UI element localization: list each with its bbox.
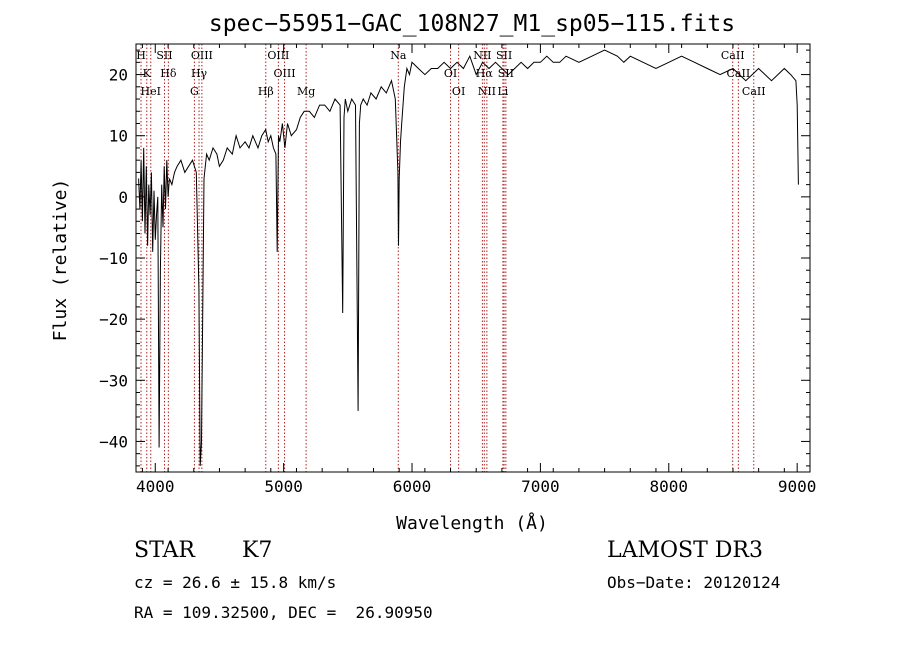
line-marker-label: Hα xyxy=(476,67,494,80)
class-label: STAR xyxy=(134,538,195,563)
line-marker-label: NII xyxy=(473,49,491,62)
plot-frame xyxy=(135,43,811,473)
subclass-label: K7 xyxy=(242,538,273,563)
survey-label: LAMOST DR3 xyxy=(607,538,763,563)
x-tick-label: 6000 xyxy=(393,477,432,496)
line-marker-label: SII xyxy=(498,67,514,80)
chart-title: spec−55951−GAC_108N27_M1_sp05−115.fits xyxy=(209,11,735,37)
y-tick-label: −10 xyxy=(99,249,128,268)
y-axis-label: Flux (relative) xyxy=(50,179,71,342)
line-marker-label: Hγ xyxy=(191,67,208,80)
obs-date-text: Obs−Date: 20120124 xyxy=(607,573,781,592)
line-marker-label: CaII xyxy=(742,85,766,98)
line-marker-label: CaII xyxy=(721,49,745,62)
line-marker-label: OI xyxy=(444,67,457,80)
y-tick-label: 10 xyxy=(109,127,128,146)
line-marker-label: Li xyxy=(497,85,508,98)
x-axis-label: Wavelength (Å) xyxy=(396,512,548,534)
x-tick-label: 9000 xyxy=(778,477,817,496)
coordinates-text: RA = 109.32500, DEC = 26.90950 xyxy=(134,603,433,622)
y-tick-label: 0 xyxy=(118,188,128,207)
line-marker-label: OI xyxy=(452,85,465,98)
y-tick-label: 20 xyxy=(109,66,128,85)
spectrum-line xyxy=(138,49,799,466)
line-marker-label: OIII xyxy=(191,49,213,62)
x-tick-label: 7000 xyxy=(521,477,560,496)
line-marker-label: OIII xyxy=(274,67,296,80)
line-marker-label: H xyxy=(136,49,146,62)
line-marker-label: Na xyxy=(390,49,407,62)
line-markers xyxy=(140,44,755,472)
x-axis-ticks: 4000 5000 6000 7000 8000 9000 xyxy=(136,44,816,496)
y-axis-ticks: −40 −30 −20 −10 0 10 20 xyxy=(99,49,810,467)
line-marker-label: K xyxy=(143,67,152,80)
line-marker-label: Hβ xyxy=(258,85,274,98)
line-marker-label: Hδ xyxy=(160,67,177,80)
line-marker-label: SII xyxy=(156,49,172,62)
redshift-text: cz = 26.6 ± 15.8 km/s xyxy=(134,573,337,592)
line-marker-label: G xyxy=(190,85,199,98)
y-tick-label: −40 xyxy=(99,432,128,451)
line-marker-label: Mg xyxy=(297,85,315,98)
y-tick-label: −30 xyxy=(99,371,128,390)
line-marker-label: OIII xyxy=(267,49,289,62)
line-marker-label: SII xyxy=(496,49,512,62)
line-marker-label: HeI xyxy=(141,85,161,98)
x-tick-label: 5000 xyxy=(264,477,303,496)
y-tick-label: −20 xyxy=(99,310,128,329)
x-tick-label: 4000 xyxy=(136,477,175,496)
line-marker-label: NII xyxy=(478,85,496,98)
x-tick-label: 8000 xyxy=(650,477,689,496)
